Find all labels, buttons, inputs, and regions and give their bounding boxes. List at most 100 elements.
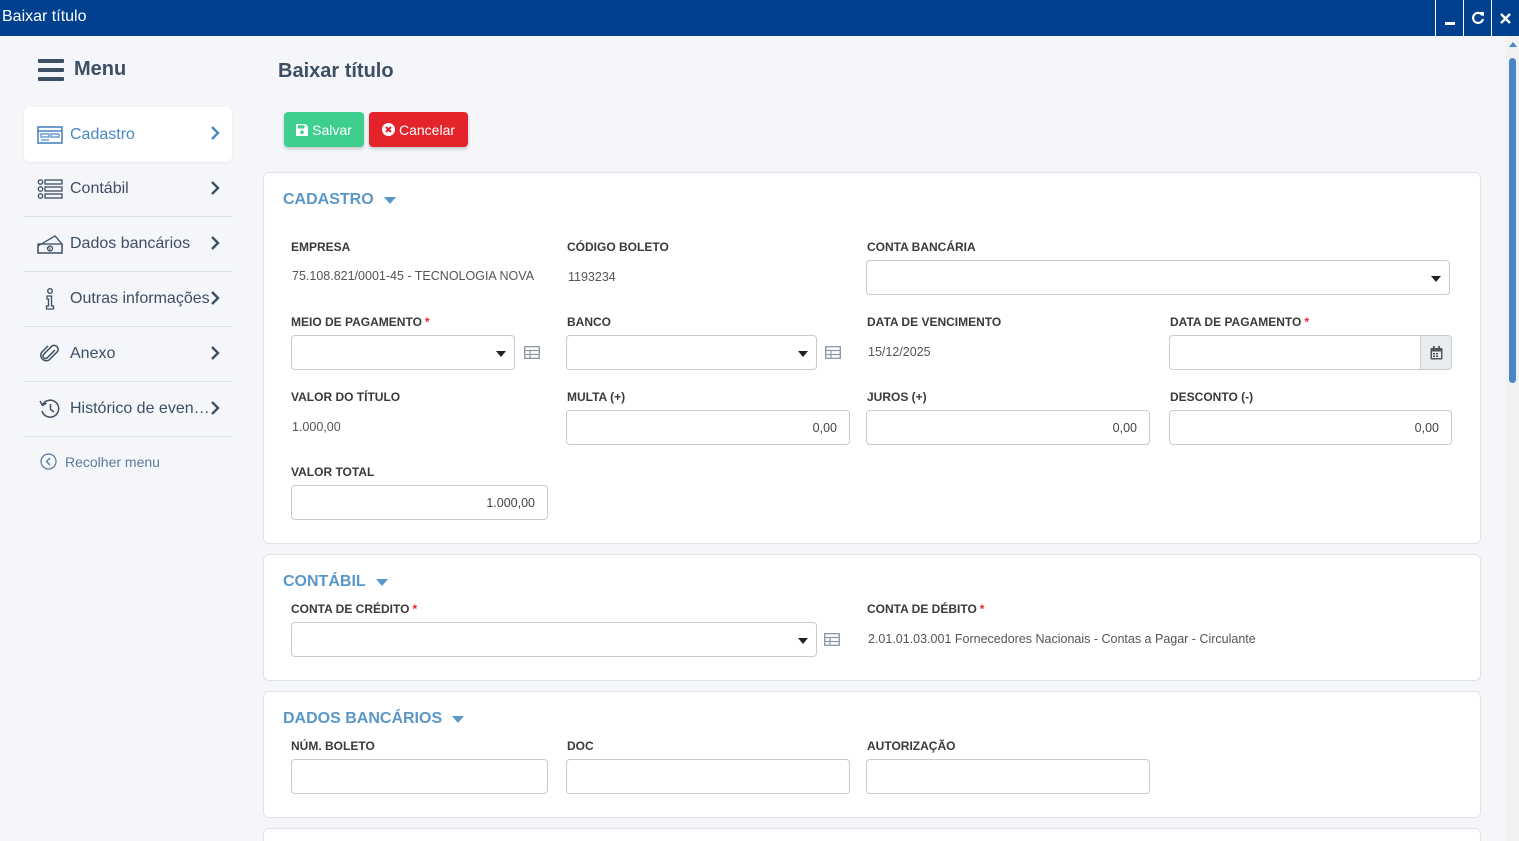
menu-header[interactable]: Menu xyxy=(38,58,126,81)
conta-bancaria-select[interactable] xyxy=(866,260,1450,295)
save-button[interactable]: Salvar xyxy=(284,112,364,147)
autorizacao-input[interactable] xyxy=(866,759,1150,794)
contabil-section-toggle[interactable]: CONTÁBIL xyxy=(283,573,388,591)
cancel-label: Cancelar xyxy=(398,121,456,138)
caret-down-icon xyxy=(375,578,388,586)
contabil-section: CONTÁBIL CONTA DE CRÉDITO * CONTA DE DÉBI… xyxy=(263,554,1481,681)
chevron-right-icon xyxy=(211,346,220,360)
caret-down-icon xyxy=(452,715,465,723)
close-circle-icon xyxy=(381,123,395,136)
scroll-up-arrow-icon[interactable] xyxy=(1509,42,1517,47)
contabil-section-title: CONTÁBIL xyxy=(283,573,366,590)
sidebar: Menu Cadastro Contábil $ Dados bancários xyxy=(0,36,250,841)
empresa-label: EMPRESA xyxy=(291,240,351,254)
chevron-right-icon xyxy=(211,291,220,305)
floppy-disk-icon xyxy=(296,123,309,136)
dropdown-arrow-icon xyxy=(1431,276,1441,282)
sidebar-item-label: Histórico de eventos xyxy=(70,400,210,417)
data-vencimento-label: DATA DE VENCIMENTO xyxy=(867,315,1002,329)
sidebar-item-dados-bancarios[interactable]: $ Dados bancários xyxy=(24,217,232,272)
cadastro-section-toggle[interactable]: CADASTRO xyxy=(283,191,396,209)
conta-debito-value: 2.01.01.03.001 Fornecedores Nacionais - … xyxy=(868,632,1256,646)
sidebar-item-anexo[interactable]: Anexo xyxy=(24,327,232,382)
multa-label: MULTA (+) xyxy=(567,390,626,404)
dropdown-arrow-icon xyxy=(496,351,506,357)
data-vencimento-value: 15/12/2025 xyxy=(868,345,931,359)
collapse-menu-button[interactable]: Recolher menu xyxy=(40,453,232,470)
dropdown-arrow-icon xyxy=(798,351,808,357)
codigo-boleto-value: 1193234 xyxy=(568,270,616,284)
valor-total-label: VALOR TOTAL xyxy=(291,465,375,479)
data-pagamento-input[interactable] xyxy=(1169,335,1452,370)
cancel-button[interactable]: Cancelar xyxy=(369,112,468,147)
table-lookup-icon[interactable] xyxy=(524,346,540,359)
cadastro-section: CADASTRO EMPRESA 75.108.821/0001-45 - TE… xyxy=(263,172,1481,544)
hamburger-icon[interactable] xyxy=(38,58,64,81)
juros-input[interactable]: 0,00 xyxy=(866,410,1150,445)
data-pagamento-label: DATA DE PAGAMENTO * xyxy=(1170,315,1310,329)
doc-label: DOC xyxy=(567,739,594,753)
caret-down-icon xyxy=(383,196,396,204)
banco-select[interactable] xyxy=(566,335,817,370)
valor-titulo-label: VALOR DO TÍTULO xyxy=(291,390,401,404)
valor-total-input[interactable]: 1.000,00 xyxy=(291,485,548,520)
empresa-value: 75.108.821/0001-45 - TECNOLOGIA NOVA xyxy=(292,269,535,283)
conta-credito-label: CONTA DE CRÉDITO * xyxy=(291,602,418,616)
vertical-scrollbar[interactable] xyxy=(1506,36,1519,841)
codigo-boleto-label: CÓDIGO BOLETO xyxy=(567,240,669,254)
sidebar-item-label: Outras informações xyxy=(70,290,210,307)
minimize-icon xyxy=(1444,21,1455,25)
chevron-left-circle-icon xyxy=(40,453,57,470)
juros-label: JUROS (+) xyxy=(867,390,927,404)
page-title: Baixar título xyxy=(278,60,394,82)
sidebar-item-label: Cadastro xyxy=(70,125,135,143)
paperclip-icon xyxy=(36,343,64,365)
list-icon xyxy=(36,179,64,199)
sidebar-item-contabil[interactable]: Contábil xyxy=(24,162,232,217)
calendar-icon xyxy=(1430,345,1442,359)
table-lookup-icon[interactable] xyxy=(825,346,841,359)
multa-input[interactable]: 0,00 xyxy=(566,410,850,445)
sidebar-item-label: Contábil xyxy=(70,180,129,197)
sidebar-nav: Cadastro Contábil $ Dados bancários Outr… xyxy=(24,107,232,470)
cadastro-section-title: CADASTRO xyxy=(283,191,374,208)
sidebar-item-cadastro[interactable]: Cadastro xyxy=(24,107,232,162)
collapse-menu-label: Recolher menu xyxy=(65,453,160,470)
calendar-button[interactable] xyxy=(1420,336,1451,369)
dados-bancarios-section-title: DADOS BANCÁRIOS xyxy=(283,710,443,727)
money-icon: $ xyxy=(36,234,64,254)
conta-debito-label: CONTA DE DÉBITO * xyxy=(867,602,985,616)
info-icon xyxy=(36,288,64,310)
sidebar-item-label: Dados bancários xyxy=(70,235,191,252)
dados-bancarios-section-toggle[interactable]: DADOS BANCÁRIOS xyxy=(283,710,465,728)
dados-bancarios-section: DADOS BANCÁRIOS NÚM. BOLETO DOC AUTORIZA… xyxy=(263,691,1481,818)
refresh-icon xyxy=(1471,11,1484,24)
meio-pagamento-select[interactable] xyxy=(291,335,515,370)
scrollbar-thumb[interactable] xyxy=(1509,58,1516,383)
num-boleto-label: NÚM. BOLETO xyxy=(291,739,375,753)
menu-title: Menu xyxy=(74,58,127,80)
window-titlebar: Baixar título xyxy=(0,0,1519,36)
minimize-button[interactable] xyxy=(1435,0,1463,36)
conta-credito-select[interactable] xyxy=(291,622,817,657)
chevron-right-icon xyxy=(211,236,220,250)
desconto-input[interactable]: 0,00 xyxy=(1169,410,1452,445)
next-section-card xyxy=(263,828,1481,841)
sidebar-item-outras-informacoes[interactable]: Outras informações xyxy=(24,272,232,327)
table-lookup-icon[interactable] xyxy=(824,633,840,646)
sidebar-item-historico[interactable]: Histórico de eventos xyxy=(24,382,232,437)
close-icon xyxy=(1500,12,1511,24)
history-icon xyxy=(36,398,64,420)
chevron-right-icon xyxy=(211,126,220,140)
save-label: Salvar xyxy=(312,121,352,138)
meio-pagamento-label: MEIO DE PAGAMENTO * xyxy=(291,315,430,329)
window-title: Baixar título xyxy=(2,8,87,25)
num-boleto-input[interactable] xyxy=(291,759,548,794)
valor-titulo-value: 1.000,00 xyxy=(292,420,341,434)
close-window-button[interactable] xyxy=(1491,0,1519,36)
dropdown-arrow-icon xyxy=(798,638,808,644)
doc-input[interactable] xyxy=(566,759,850,794)
sidebar-item-label: Anexo xyxy=(70,345,116,362)
refresh-button[interactable] xyxy=(1463,0,1491,36)
chevron-right-icon xyxy=(211,401,220,415)
